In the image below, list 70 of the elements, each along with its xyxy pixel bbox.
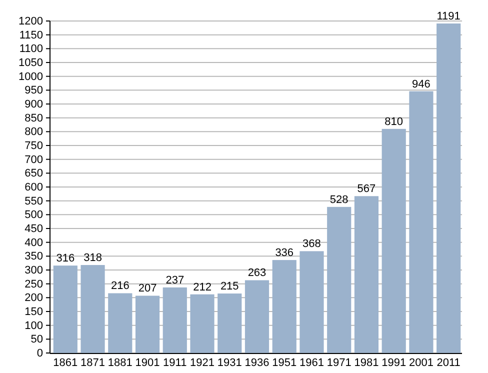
x-tick-label: 1931 [217, 356, 242, 369]
x-tick-label: 1901 [135, 356, 160, 369]
data-label: 207 [138, 282, 157, 295]
y-tick-label: 50 [30, 334, 43, 346]
y-tick-label: 850 [24, 112, 43, 124]
data-label: 336 [275, 247, 294, 260]
data-label: 215 [220, 280, 239, 293]
data-label: 263 [248, 267, 266, 280]
bar [272, 260, 296, 353]
y-tick-label: 200 [24, 292, 43, 304]
bar [135, 296, 160, 353]
y-tick-label: 900 [24, 98, 43, 111]
data-label: 368 [302, 238, 321, 250]
data-label: 1191 [436, 10, 460, 22]
data-label: 946 [412, 78, 430, 90]
bar [327, 206, 352, 353]
x-tick-label: 1971 [326, 356, 352, 369]
y-tick-label: 600 [24, 182, 43, 194]
bar [409, 91, 434, 353]
y-tick-label: 100 [24, 320, 43, 332]
bar [108, 293, 132, 353]
y-tick-label: 1100 [19, 43, 43, 56]
y-tick-label: 300 [24, 264, 43, 277]
bar [382, 128, 406, 353]
x-tick-label: 1936 [244, 356, 270, 369]
bar [244, 280, 270, 353]
data-label: 567 [357, 183, 376, 196]
y-tick-label: 1200 [18, 16, 43, 28]
data-label: 810 [384, 116, 404, 128]
y-tick-label: 450 [24, 223, 43, 236]
y-tick-label: 650 [24, 168, 43, 180]
y-tick-label: 750 [24, 140, 43, 152]
y-tick-label: 150 [24, 306, 43, 318]
y-tick-label: 950 [24, 84, 43, 97]
y-tick-label: 500 [24, 209, 43, 222]
bar [162, 287, 187, 353]
bar [354, 196, 379, 353]
data-label: 528 [330, 194, 348, 206]
y-tick-label: 1150 [19, 29, 43, 42]
y-tick-label: 1000 [18, 70, 43, 83]
data-label: 237 [166, 274, 184, 286]
bar [218, 294, 242, 353]
bar [53, 266, 78, 353]
x-tick-label: 1991 [382, 356, 406, 369]
data-label: 318 [84, 252, 102, 264]
x-tick-label: 1981 [354, 356, 379, 369]
bar [80, 265, 105, 353]
x-tick-label: 2001 [408, 356, 434, 369]
x-tick-label: 1921 [190, 356, 215, 369]
x-tick-label: 1951 [272, 356, 297, 369]
bar [300, 251, 324, 353]
x-tick-label: 1861 [53, 356, 78, 369]
bar [436, 23, 461, 353]
y-tick-label: 700 [24, 154, 43, 166]
x-tick-label: 1961 [299, 356, 324, 369]
y-tick-label: 800 [24, 126, 43, 138]
data-label: 216 [110, 280, 130, 292]
y-tick-label: 550 [24, 195, 43, 208]
y-tick-label: 400 [24, 236, 43, 249]
x-tick-label: 1871 [80, 356, 106, 369]
x-tick-label: 1881 [108, 356, 132, 369]
y-tick-label: 350 [24, 250, 43, 263]
x-tick-label: 2011 [436, 356, 460, 369]
x-tick-label: 1911 [163, 356, 187, 369]
y-tick-label: 250 [24, 278, 43, 290]
y-tick-label: 0 [36, 348, 43, 360]
data-label: 212 [193, 281, 212, 294]
bar [190, 294, 214, 353]
y-tick-label: 1050 [18, 57, 43, 70]
data-label: 316 [56, 252, 75, 265]
